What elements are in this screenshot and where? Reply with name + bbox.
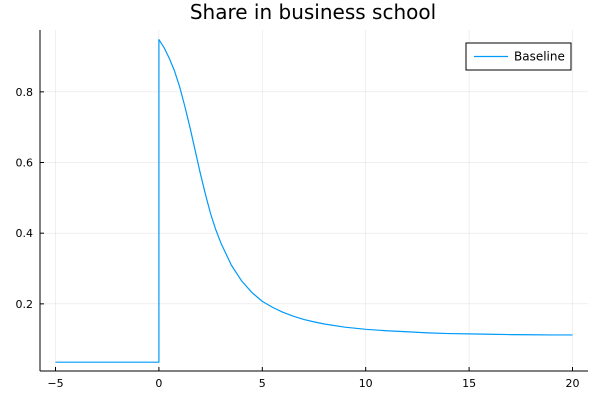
x-tick-label-5: 20 (565, 377, 579, 390)
x-tick-label-1: 0 (155, 377, 162, 390)
series-line-0 (55, 38, 573, 363)
axes (39, 30, 588, 372)
x-tick-label-2: 5 (259, 377, 266, 390)
legend-label-0: Baseline (514, 50, 565, 64)
legend: Baseline (465, 42, 572, 71)
x-tick-label-3: 10 (359, 377, 373, 390)
series-layer (55, 38, 573, 363)
y-tick-label-0: 0.2 (16, 298, 34, 311)
chart-title: Share in business school (190, 0, 436, 24)
x-tick-label-0: −5 (47, 377, 63, 390)
y-tick-label-1: 0.4 (16, 227, 34, 240)
x-tick-label-4: 15 (462, 377, 476, 390)
y-tick-label-3: 0.8 (16, 86, 34, 99)
y-tick-label-2: 0.6 (16, 157, 34, 170)
ticks: −5 0 5 10 15 20 0.2 0.4 0.6 0.8 (16, 86, 580, 390)
